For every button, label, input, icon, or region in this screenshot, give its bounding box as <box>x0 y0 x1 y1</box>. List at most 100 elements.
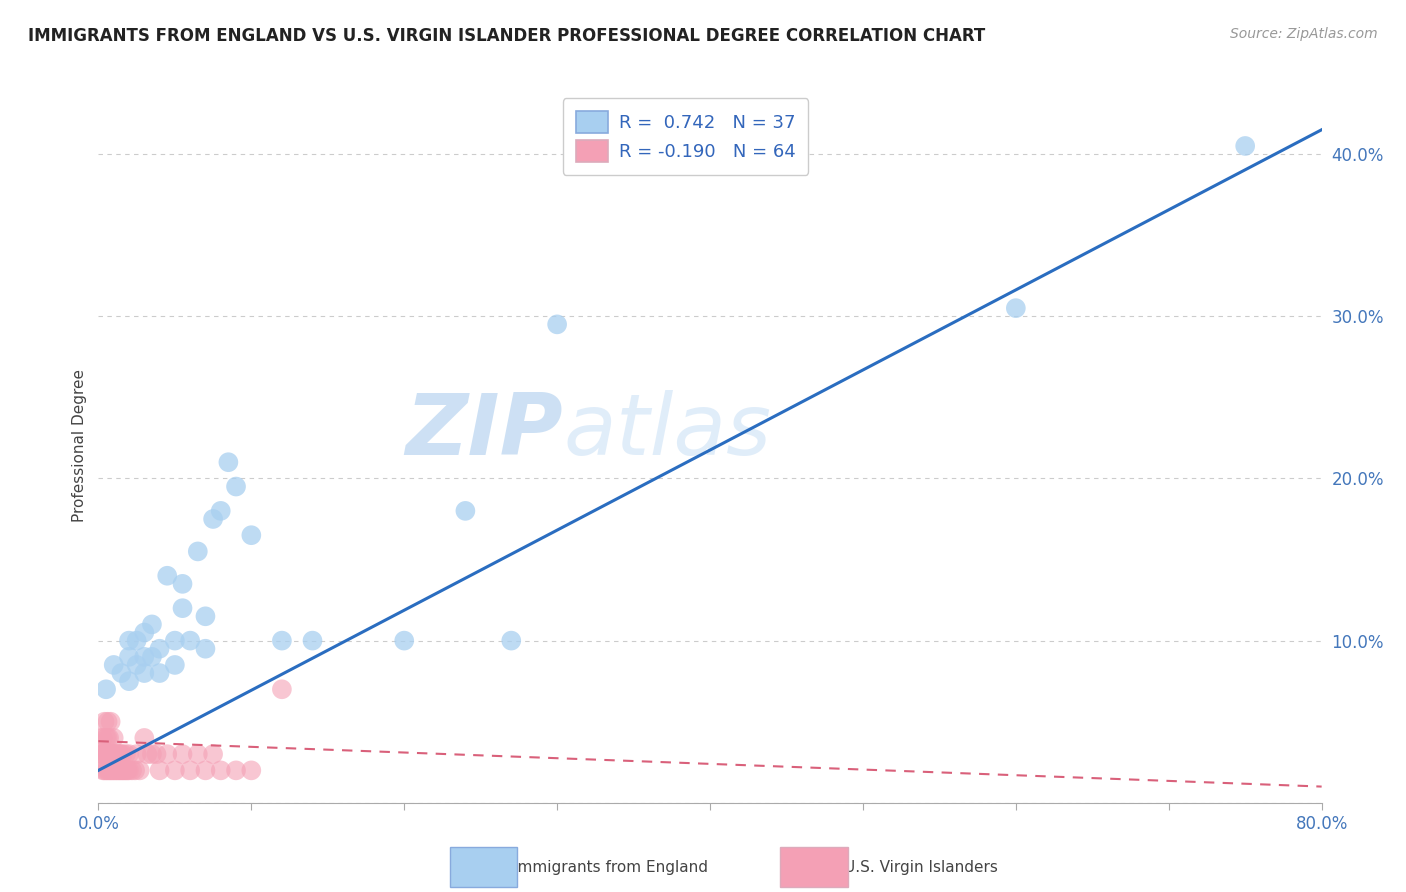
Legend: R =  0.742   N = 37, R = -0.190   N = 64: R = 0.742 N = 37, R = -0.190 N = 64 <box>562 98 808 175</box>
Point <box>217 455 239 469</box>
Point <box>111 764 134 778</box>
Text: U.S. Virgin Islanders: U.S. Virgin Islanders <box>844 860 997 874</box>
Point <box>240 764 263 778</box>
Point <box>225 764 247 778</box>
Point <box>194 764 217 778</box>
Point <box>97 731 120 745</box>
Point <box>118 764 141 778</box>
Point <box>134 649 156 664</box>
Point <box>134 625 156 640</box>
Point <box>100 714 122 729</box>
Point <box>100 747 122 761</box>
Point <box>187 544 209 558</box>
Point <box>124 764 146 778</box>
Point <box>118 674 141 689</box>
Point <box>108 747 131 761</box>
Point <box>110 747 132 761</box>
Point <box>141 649 163 664</box>
Point <box>179 633 201 648</box>
Y-axis label: Professional Degree: Professional Degree <box>72 369 87 523</box>
Point <box>110 764 132 778</box>
Point <box>125 747 148 761</box>
Point <box>172 577 194 591</box>
Point <box>91 731 114 745</box>
Point <box>187 747 209 761</box>
Point <box>134 731 156 745</box>
Point <box>125 657 148 672</box>
Point <box>194 641 217 656</box>
Point <box>115 764 138 778</box>
Text: IMMIGRANTS FROM ENGLAND VS U.S. VIRGIN ISLANDER PROFESSIONAL DEGREE CORRELATION : IMMIGRANTS FROM ENGLAND VS U.S. VIRGIN I… <box>28 27 986 45</box>
Point <box>301 633 323 648</box>
Point <box>105 764 128 778</box>
Point <box>103 731 125 745</box>
Point <box>94 731 117 745</box>
Point <box>118 747 141 761</box>
Point <box>546 318 568 332</box>
Point <box>104 747 127 761</box>
Point <box>145 747 167 761</box>
Point <box>118 633 141 648</box>
Point <box>108 764 131 778</box>
Point <box>118 649 141 664</box>
Point <box>149 641 172 656</box>
Point <box>112 764 135 778</box>
Point <box>172 747 194 761</box>
Point <box>115 747 138 761</box>
Text: Source: ZipAtlas.com: Source: ZipAtlas.com <box>1230 27 1378 41</box>
Point <box>141 617 163 632</box>
Point <box>270 633 292 648</box>
Point <box>101 747 124 761</box>
Point <box>156 747 179 761</box>
Point <box>111 747 134 761</box>
Point <box>172 601 194 615</box>
Point <box>125 633 148 648</box>
Text: ZIP: ZIP <box>405 390 564 474</box>
Point <box>392 633 416 648</box>
Point <box>94 764 117 778</box>
Point <box>121 764 143 778</box>
Point <box>97 747 120 761</box>
Point <box>149 764 172 778</box>
Point <box>163 657 186 672</box>
Point <box>163 764 186 778</box>
Point <box>105 747 128 761</box>
Point <box>100 764 122 778</box>
Point <box>209 504 232 518</box>
Point <box>93 747 115 761</box>
Point <box>91 747 114 761</box>
Point <box>1004 301 1026 315</box>
Text: atlas: atlas <box>564 390 772 474</box>
Point <box>149 666 172 681</box>
Point <box>98 764 121 778</box>
Point <box>97 764 120 778</box>
Point <box>101 764 124 778</box>
Point <box>501 633 523 648</box>
Point <box>98 747 121 761</box>
Point <box>141 747 163 761</box>
Point <box>93 714 115 729</box>
Point <box>202 512 225 526</box>
Point <box>202 747 225 761</box>
Point <box>107 747 129 761</box>
Point <box>1234 139 1257 153</box>
Point <box>94 682 117 697</box>
Point <box>117 764 139 778</box>
Point <box>97 714 120 729</box>
Point <box>225 479 247 493</box>
Point <box>103 747 125 761</box>
Point <box>93 764 115 778</box>
Point <box>91 764 114 778</box>
Point <box>103 764 125 778</box>
Point <box>270 682 292 697</box>
Text: Immigrants from England: Immigrants from England <box>513 860 709 874</box>
Point <box>107 764 129 778</box>
Point <box>240 528 263 542</box>
Point <box>163 633 186 648</box>
Point <box>134 666 156 681</box>
Point <box>209 764 232 778</box>
Point <box>90 747 112 761</box>
Point <box>194 609 217 624</box>
Point <box>156 568 179 582</box>
Point <box>104 764 127 778</box>
